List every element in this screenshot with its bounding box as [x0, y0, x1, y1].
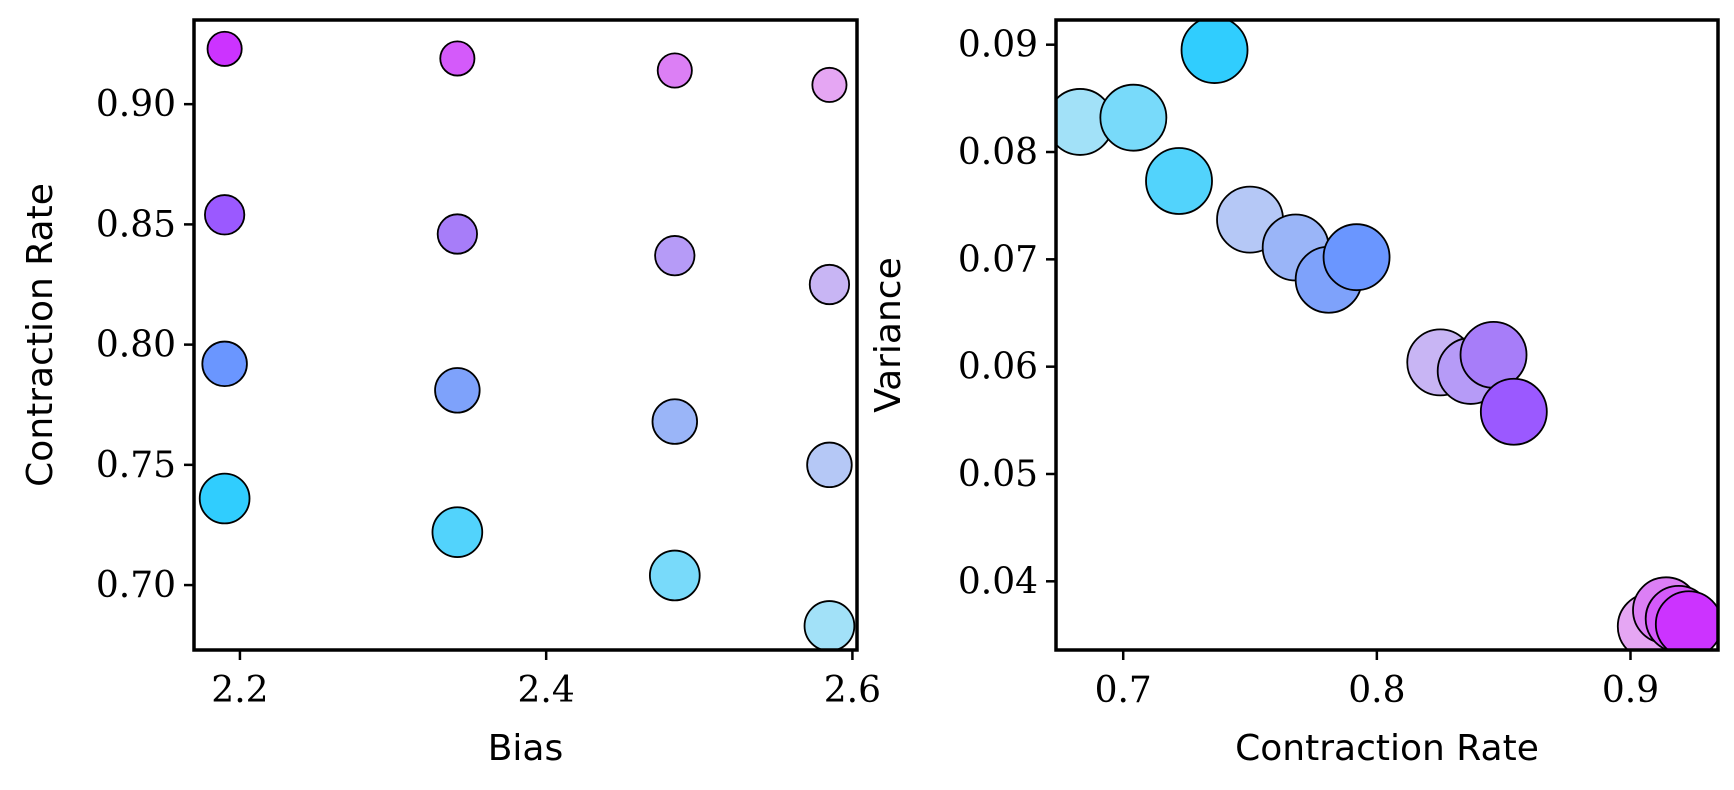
scatter-point: [648, 549, 701, 602]
right-chart-panel: 0.7 0.8 0.9 0.04 0.05 0.06 0.07 0.08 0.09 Contrac…: [868, 18, 1720, 769]
scatter-points: [198, 30, 856, 650]
scatter-point: [651, 398, 698, 445]
scatter-point: [198, 472, 251, 525]
x-tick-label: 2.2: [211, 670, 268, 711]
y-axis-title: Variance: [868, 257, 909, 413]
scatter-point: [206, 30, 243, 67]
scatter-point: [431, 506, 484, 558]
scatter-point: [1654, 590, 1718, 650]
scatter-point: [803, 600, 856, 650]
x-axis-title: Contraction Rate: [1235, 728, 1539, 769]
scatter-points: [1056, 20, 1718, 650]
y-axis-title: Contraction Rate: [20, 183, 61, 487]
scatter-point: [654, 235, 696, 277]
plot-frame: [1054, 18, 1720, 652]
scatter-point: [808, 263, 851, 306]
x-tick-label: 2.4: [518, 670, 575, 711]
left-chart-panel: 2.2 2.4 2.6 0.70 0.75 0.80 0.85 0.90 Bias Contrac…: [20, 18, 881, 769]
y-tick-label: 0.05: [958, 454, 1038, 495]
y-tick-label: 0.04: [958, 561, 1038, 602]
y-tick-label: 0.75: [96, 445, 176, 486]
scatter-point: [436, 213, 478, 255]
scatter-point: [201, 340, 248, 388]
x-tick-label: 0.7: [1095, 670, 1152, 711]
y-tick-label: 0.09: [958, 25, 1038, 66]
scatter-point: [811, 66, 848, 103]
plot-frame: [192, 18, 859, 652]
y-tick-label: 0.08: [958, 132, 1038, 173]
x-tick-label: 2.6: [824, 670, 881, 711]
scatter-point: [1099, 83, 1168, 152]
x-tick-label: 0.8: [1348, 670, 1405, 711]
scatter-point: [434, 367, 481, 414]
scatter-point: [806, 441, 853, 489]
y-tick-label: 0.90: [96, 84, 176, 125]
x-tick-label: 0.9: [1602, 670, 1659, 711]
scatter-point: [439, 40, 476, 77]
scatter-point: [1145, 147, 1213, 215]
scatter-point: [656, 52, 693, 89]
x-axis-title: Bias: [488, 728, 564, 769]
scatter-point: [1322, 223, 1391, 292]
y-tick-label: 0.85: [96, 204, 176, 245]
y-tick-label: 0.06: [958, 347, 1038, 388]
y-tick-label: 0.70: [96, 565, 176, 606]
scatter-point: [204, 194, 246, 236]
y-tick-label: 0.80: [96, 325, 176, 366]
y-tick-label: 0.07: [958, 239, 1038, 280]
scatter-point: [1180, 20, 1249, 84]
scatter-point: [1479, 377, 1548, 446]
